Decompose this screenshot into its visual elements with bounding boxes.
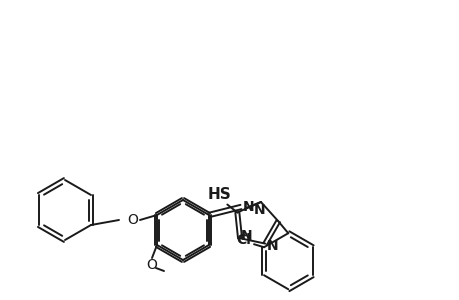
Text: O: O [127,213,138,227]
Text: N: N [253,203,265,217]
Text: N: N [266,238,278,253]
Text: N: N [241,229,252,243]
Text: HS: HS [207,187,231,202]
Text: N: N [243,200,254,214]
Text: O: O [146,258,157,272]
Text: Cl: Cl [236,233,251,247]
